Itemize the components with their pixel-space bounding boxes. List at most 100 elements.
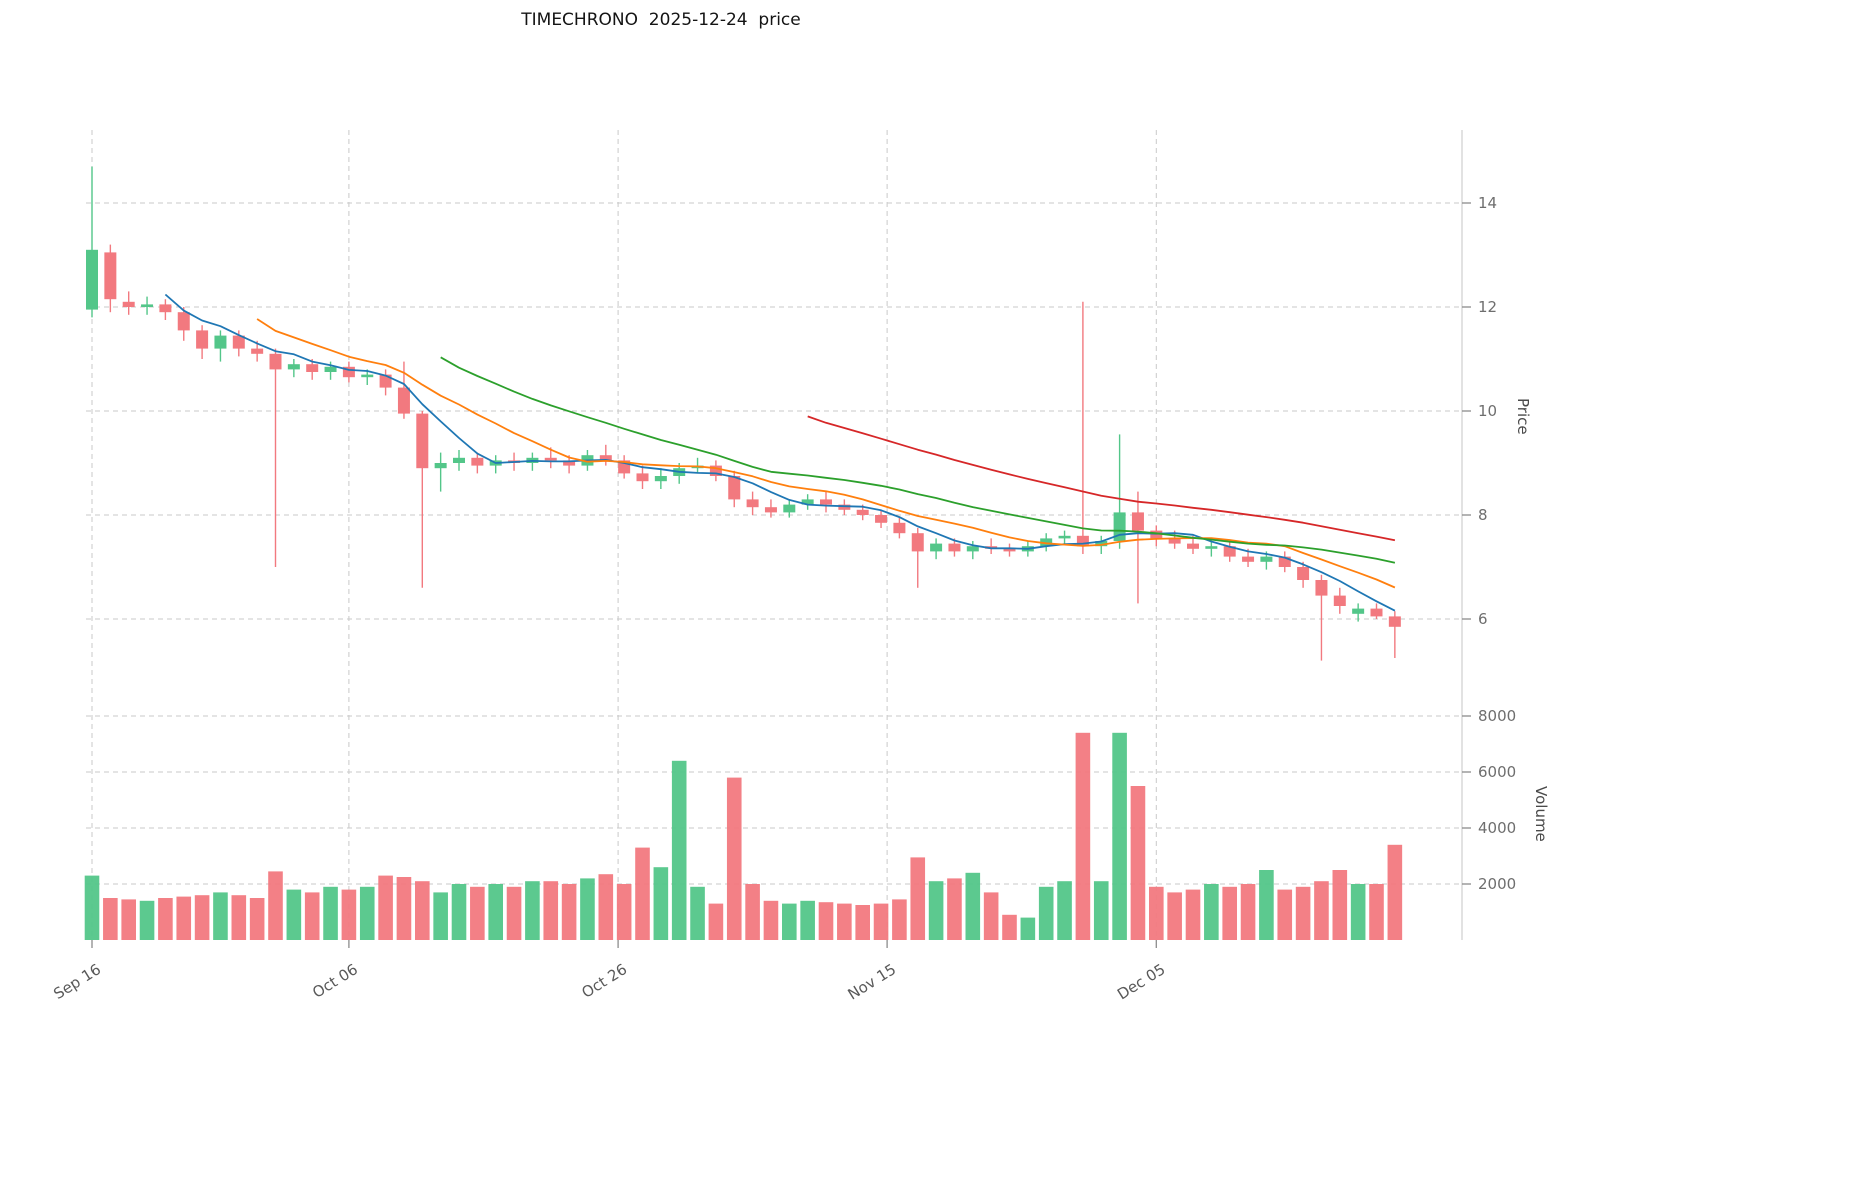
volume-bar [1240,884,1256,940]
volume-bar [671,760,687,940]
volume-bar [359,886,375,940]
volume-bar [525,881,540,940]
volume-bar [433,892,448,940]
candle-body [1333,595,1346,606]
candle-body [1223,546,1236,557]
volume-tick-labels: 8000 6000 4000 2000 [1462,707,1516,893]
volume-bar [194,895,210,940]
volume-bar [1350,884,1366,940]
candle-body [1370,608,1383,617]
candle-body [875,515,888,523]
date-tick-label: Dec 05 [1114,960,1168,1003]
volume-bar [947,878,962,940]
volume-bar [415,881,430,940]
candle-body [269,353,282,370]
volume-bar [213,892,228,940]
volume-bar [103,898,118,940]
candle-body [416,413,429,469]
volume-bar [1332,870,1348,940]
volume-bar [708,903,724,940]
volume-bar [598,874,614,940]
candle-body [397,387,410,414]
volume-bar [323,886,338,940]
candle-body [599,455,612,461]
candle-body [361,374,374,378]
volume-bar [304,892,320,940]
volume-bar [470,886,485,940]
volume-bar [1222,886,1237,940]
volume-tick-label: 4000 [1478,819,1516,837]
price-tick-label: 12 [1478,298,1497,316]
candle-body [1242,556,1255,562]
candle-body [159,304,172,313]
volume-bar [121,899,136,940]
volume-bar [1093,881,1109,940]
candle-body [214,335,227,349]
date-tick-label: Nov 15 [845,960,900,1003]
candle-body [86,249,98,310]
volume-bar [84,875,100,940]
candle-body [654,476,667,482]
volume-bar [543,881,559,940]
volume-bars [84,732,1403,940]
candle-body [764,507,777,513]
volume-bar [635,847,650,940]
volume-bar [1295,886,1311,940]
candle-body [1187,543,1199,549]
price-tick-label: 6 [1478,610,1488,628]
candle-body [471,457,484,466]
volume-bar [873,903,889,940]
volume-bar [892,899,907,940]
candle-body [306,364,319,372]
candle-body [177,312,190,331]
volume-bar [653,867,669,940]
price-tick-label: 8 [1478,506,1488,524]
candle-body [709,465,722,476]
volume-bar [158,898,173,940]
date-tick-label: Sep 16 [50,960,104,1003]
volume-bar [1112,732,1127,940]
price-axis-label: Price [1514,398,1532,435]
volume-bar [231,895,247,940]
candle-body [324,366,337,372]
ma-line-ma5 [164,293,1396,612]
volume-bar [488,884,503,940]
candle-body [1058,535,1071,539]
candle-body [1168,538,1181,544]
candle-body [196,330,209,349]
candle-body [1352,608,1365,614]
candle-body [1260,556,1273,562]
candle-body [930,543,943,552]
volume-bar [1369,884,1384,940]
volume-bar [176,896,192,940]
candle-body [1131,512,1144,531]
candle-body [948,543,961,552]
volume-bar [341,889,357,940]
candle-body [251,348,264,354]
candle-body [1040,538,1053,547]
volume-bar [965,872,981,940]
volume-bar [286,889,302,940]
ma-lines [164,293,1396,612]
candle-body [141,304,154,307]
candle-body [232,335,245,349]
volume-bar [268,871,283,940]
candle-body [1205,546,1218,549]
candle-body [1297,567,1310,580]
volume-bar [451,884,467,940]
volume-bar [928,881,944,940]
candle-body [544,457,557,461]
volume-bar [800,900,815,940]
volume-bar [580,878,595,940]
candle-body [342,366,355,378]
volume-tick-label: 6000 [1478,763,1516,781]
volume-bar [782,903,797,940]
volume-bar [1387,844,1403,940]
volume-bar [1057,881,1072,940]
candle-body [820,499,832,505]
candle-body [1076,535,1089,547]
candle-body [783,504,796,513]
candle-body [1095,541,1108,547]
